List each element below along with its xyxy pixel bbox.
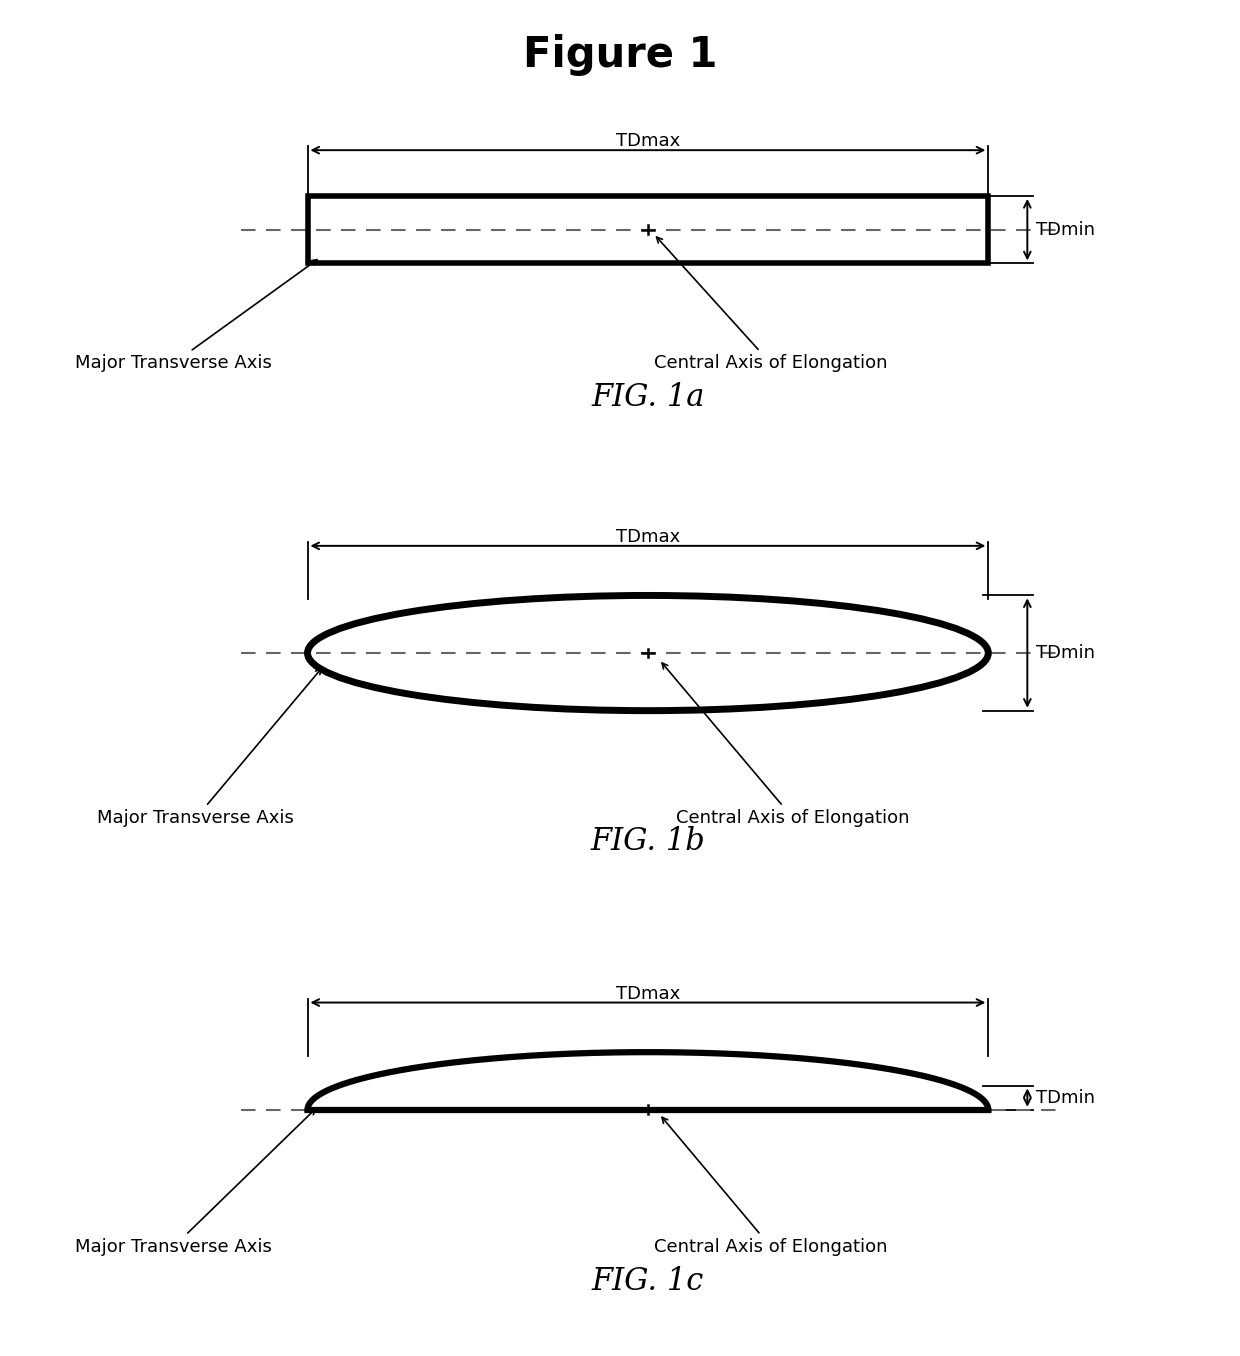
Text: Major Transverse Axis: Major Transverse Axis — [76, 1109, 315, 1256]
Text: Central Axis of Elongation: Central Axis of Elongation — [653, 237, 888, 373]
Bar — [308, 197, 988, 263]
Text: TDmin: TDmin — [1037, 644, 1095, 662]
Text: FIG. 1b: FIG. 1b — [590, 826, 706, 857]
Text: Major Transverse Axis: Major Transverse Axis — [98, 669, 321, 827]
Text: TDmin: TDmin — [1037, 221, 1095, 239]
Text: TDmin: TDmin — [1037, 1089, 1095, 1106]
Text: Central Axis of Elongation: Central Axis of Elongation — [653, 1117, 888, 1256]
Text: Major Transverse Axis: Major Transverse Axis — [76, 260, 317, 373]
Text: FIG. 1c: FIG. 1c — [591, 1267, 704, 1298]
Text: TDmax: TDmax — [616, 527, 680, 546]
Text: TDmax: TDmax — [616, 984, 680, 1002]
Text: Figure 1: Figure 1 — [523, 34, 717, 76]
Text: FIG. 1a: FIG. 1a — [591, 382, 704, 414]
Text: Central Axis of Elongation: Central Axis of Elongation — [662, 663, 910, 827]
Text: TDmax: TDmax — [616, 132, 680, 151]
